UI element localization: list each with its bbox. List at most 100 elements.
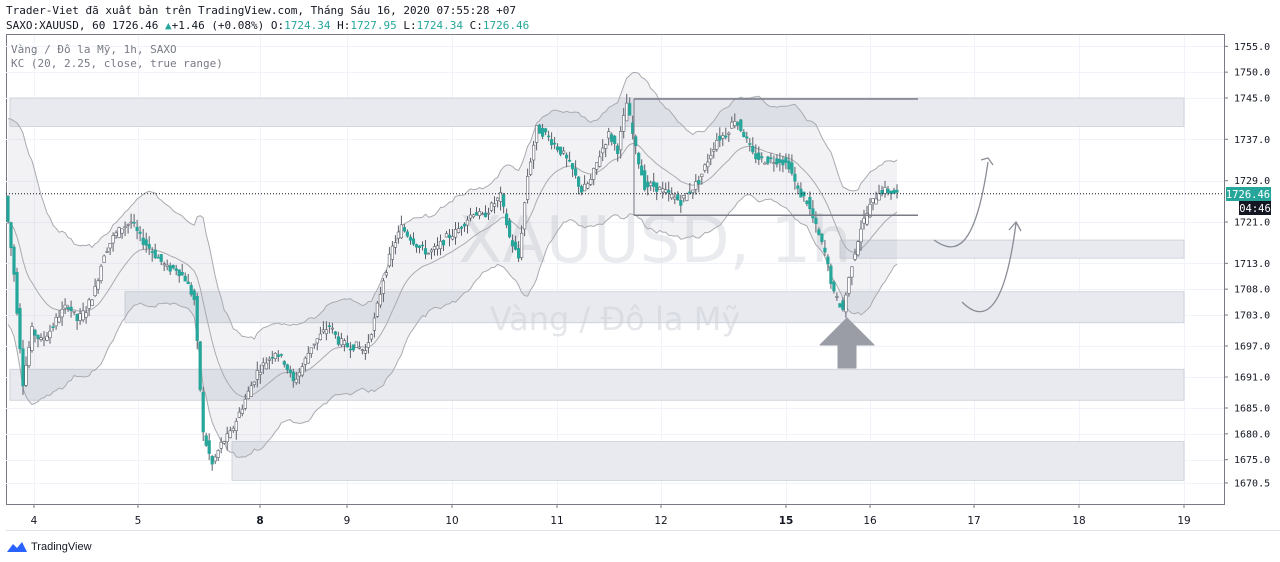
candle-up — [393, 242, 398, 248]
candle-down — [754, 153, 758, 160]
tradingview-footer[interactable]: TradingView — [6, 539, 92, 555]
candle-down — [549, 139, 554, 146]
candle-up — [30, 326, 34, 351]
candle-up — [306, 352, 310, 364]
candle-down — [820, 233, 824, 243]
candle-up — [589, 179, 593, 185]
candle-down — [784, 157, 788, 163]
candle-up — [123, 226, 127, 229]
candle-up — [261, 362, 265, 366]
candle-down — [610, 134, 614, 142]
candle-up — [607, 131, 611, 139]
candle-up — [703, 164, 707, 171]
candle-down — [501, 194, 506, 207]
candle-down — [799, 188, 803, 198]
x-tick-label: 18 — [1072, 515, 1085, 527]
candle-up — [81, 310, 85, 321]
candle-up — [363, 350, 368, 354]
candle-down — [201, 391, 205, 433]
candle-down — [66, 307, 70, 310]
candle-up — [225, 433, 229, 442]
candle-up — [498, 192, 503, 202]
candle-up — [111, 235, 115, 244]
candle-down — [210, 455, 214, 465]
candle-down — [483, 212, 488, 218]
candle-down — [540, 128, 545, 137]
candle-down — [15, 272, 19, 314]
candle-up — [243, 398, 247, 409]
zone-rect — [9, 97, 1185, 127]
candle-down — [36, 334, 40, 340]
candle-up — [300, 366, 304, 376]
candle-down — [132, 222, 136, 224]
high-label: H: — [337, 19, 351, 32]
candle-down — [183, 275, 187, 282]
x-tick-label: 16 — [863, 515, 877, 527]
y-tick-label: 1750.0 — [1234, 68, 1270, 79]
candle-down — [640, 165, 644, 176]
candle-down — [168, 265, 172, 272]
price-axis[interactable]: 1670.5 1675.0 1680.0 1685.0 1691.0 1697.0 1703… — [1224, 42, 1270, 490]
candle-down — [414, 244, 419, 248]
candle-down — [637, 152, 641, 165]
candle-up — [670, 193, 674, 199]
legend-series-title: Vàng / Đô la Mỹ, 1h, SAXO — [11, 43, 177, 56]
y-tick-label: 1670.5 — [1234, 478, 1270, 489]
candle-down — [576, 176, 581, 187]
candle-down — [147, 244, 151, 249]
candle-down — [838, 303, 842, 308]
candle-up — [649, 182, 653, 186]
candle-up — [561, 150, 566, 154]
candle-up — [871, 198, 875, 203]
candle-up — [375, 302, 380, 317]
candle-up — [318, 333, 323, 340]
candle-down — [516, 248, 521, 259]
candle-up — [165, 264, 169, 267]
candle-up — [453, 229, 458, 238]
candle-up — [429, 249, 434, 253]
candle-up — [213, 456, 217, 462]
candle-up — [294, 378, 298, 383]
candle-down — [135, 226, 139, 231]
candle-up — [721, 135, 725, 139]
candle-up — [54, 317, 58, 327]
candle-down — [75, 313, 79, 321]
time-axis[interactable]: 4 5 8 9 10 11 12 15 16 17 18 19 — [31, 504, 1191, 527]
candle-up — [60, 309, 64, 318]
candle-up — [45, 335, 49, 341]
candle-down — [781, 159, 785, 166]
candle-up — [477, 211, 482, 216]
candle-up — [330, 327, 335, 330]
candle-down — [327, 325, 332, 328]
candle-down — [186, 281, 190, 285]
y-tick-label: 1697.0 — [1234, 342, 1270, 353]
candle-down — [778, 159, 782, 163]
y-tick-label: 1713.0 — [1234, 259, 1270, 270]
candle-up — [877, 193, 881, 201]
symbol-line: SAXO:XAUUSD, 60 — [6, 19, 106, 32]
candle-up — [625, 102, 629, 122]
candle-up — [381, 280, 386, 294]
ohlc-line: SAXO:XAUUSD, 60 1726.46 ▲+1.46 (+0.08%) … — [6, 19, 529, 32]
candle-down — [895, 189, 899, 193]
candle-up — [664, 189, 668, 193]
legend-indicator[interactable]: KC (20, 2.25, close, true range) — [11, 57, 223, 70]
candle-up — [342, 340, 347, 346]
candle-up — [57, 316, 61, 323]
candle-down — [276, 354, 280, 357]
candle-down — [841, 300, 845, 311]
x-tick-label: 15 — [779, 515, 794, 527]
candle-down — [745, 136, 749, 139]
y-tick-label: 1691.0 — [1234, 373, 1270, 384]
candle-up — [240, 408, 244, 414]
candle-down — [411, 238, 416, 245]
candle-down — [12, 246, 16, 275]
candle-up — [712, 149, 716, 152]
candle-down — [18, 308, 22, 350]
candle-up — [772, 162, 776, 164]
candle-up — [715, 140, 719, 150]
candle-up — [396, 231, 401, 239]
candle-up — [162, 263, 166, 266]
candle-up — [399, 224, 404, 239]
